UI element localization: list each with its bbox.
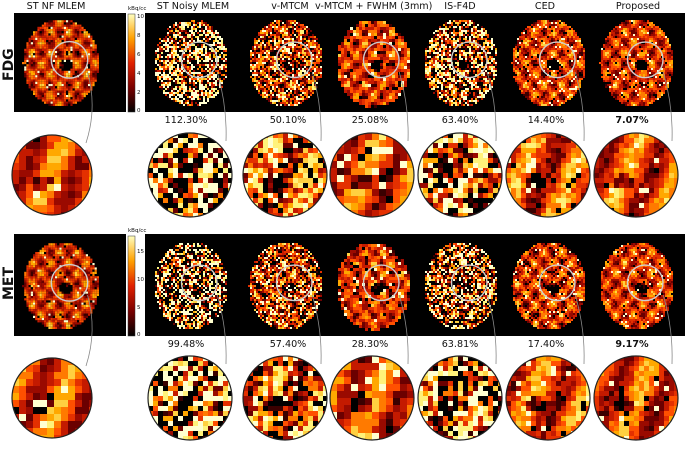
fdg-error-ced: 14.40%	[527, 115, 565, 126]
zoom-outline	[417, 132, 503, 218]
fdg-error-is-f4d: 63.40%	[441, 115, 479, 126]
fdg-zoom-0	[12, 135, 92, 215]
zoom-connector	[398, 71, 409, 142]
zoom-connector	[662, 294, 673, 365]
fdg-slice-2	[248, 20, 322, 106]
zoom-connector	[85, 71, 93, 144]
zoom-connector	[216, 294, 227, 365]
column-title-v-mtcm: v-MTCM	[271, 1, 309, 12]
column-title-st-nf-mlem: ST NF MLEM	[26, 1, 86, 12]
fdg-slice-0	[22, 20, 99, 106]
zoom-outline	[329, 355, 415, 441]
zoom-outline	[242, 132, 328, 218]
zoom-outline	[11, 357, 93, 439]
fdg-colorbar-tick: 10	[137, 14, 144, 20]
fdg-colorbar-tick: 8	[137, 33, 141, 39]
met-slice-5	[511, 243, 585, 329]
zoom-outline	[11, 134, 93, 216]
met-zoom-1	[148, 356, 232, 440]
fdg-slice-3	[338, 21, 410, 108]
zoom-connector	[662, 71, 673, 142]
zoom-connector	[216, 71, 227, 142]
met-error-v-mtcm: 57.40%	[269, 339, 307, 350]
fdg-methods-strip	[145, 13, 685, 112]
zoom-outline	[147, 355, 233, 441]
met-colorbar-tick: 15	[137, 249, 144, 255]
fdg-colorbar-unit: kBq/cc	[128, 6, 147, 12]
fdg-colorbar	[127, 13, 136, 113]
fdg-colorbar-tick: 0	[137, 108, 141, 114]
met-slice-6	[599, 243, 673, 329]
zoom-connector	[311, 71, 322, 142]
zoom-outline	[505, 132, 591, 218]
met-slice-1	[153, 243, 227, 329]
zoom-outline	[147, 132, 233, 218]
zoom-connector	[398, 294, 409, 365]
met-error-ced: 17.40%	[527, 339, 565, 350]
column-title-ced: CED	[534, 1, 556, 12]
met-methods-strip	[145, 234, 685, 336]
zoom-connector	[311, 294, 322, 365]
column-title-v-mtcm-fwhm: v-MTCM + FWHM (3mm)	[315, 1, 433, 12]
met-zoom-0	[12, 358, 92, 438]
met-colorbar-tick: 0	[137, 332, 141, 338]
met-slice-3	[338, 244, 410, 331]
met-colorbar-tick: 5	[137, 305, 141, 311]
zoom-connector	[486, 294, 497, 365]
fdg-slice-4	[423, 20, 497, 106]
met-colorbar-unit: kBq/cc	[128, 228, 147, 234]
fdg-colorbar-tick: 6	[137, 52, 141, 58]
met-error-v-mtcm-fwhm: 28.30%	[351, 339, 389, 350]
fdg-slice-1	[153, 20, 227, 106]
fdg-slice-5	[511, 20, 585, 106]
fdg-error-st-noisy-mlem: 112.30%	[164, 115, 208, 126]
met-error-is-f4d: 63.81%	[441, 339, 479, 350]
met-slice-4	[423, 243, 497, 329]
zoom-connector	[574, 71, 585, 142]
zoom-outline	[417, 355, 503, 441]
zoom-outline	[329, 132, 415, 218]
met-zoom-4	[418, 356, 502, 440]
column-title-proposed: Proposed	[615, 1, 661, 12]
fdg-error-v-mtcm: 50.10%	[269, 115, 307, 126]
met-colorbar-tick: 10	[137, 277, 144, 283]
zoom-outline	[242, 355, 328, 441]
zoom-outline	[593, 355, 679, 441]
zoom-outline	[593, 132, 679, 218]
met-slice-2	[248, 243, 322, 329]
column-title-is-f4d: IS-F4D	[444, 1, 476, 12]
column-title-st-noisy-mlem: ST Noisy MLEM	[156, 1, 230, 12]
fdg-slice-6	[599, 20, 673, 106]
fdg-error-v-mtcm-fwhm: 25.08%	[351, 115, 389, 126]
met-colorbar	[127, 235, 136, 337]
met-error-st-noisy-mlem: 99.48%	[167, 339, 205, 350]
met-error-proposed: 9.17%	[615, 339, 649, 350]
met-slice-0	[22, 243, 99, 329]
zoom-connector	[486, 71, 497, 142]
zoom-connector	[574, 294, 585, 365]
zoom-connector	[85, 294, 93, 367]
fdg-colorbar-tick: 2	[137, 90, 141, 96]
fdg-colorbar-tick: 4	[137, 71, 141, 77]
zoom-outline	[505, 355, 591, 441]
fdg-error-proposed: 7.07%	[615, 115, 649, 126]
